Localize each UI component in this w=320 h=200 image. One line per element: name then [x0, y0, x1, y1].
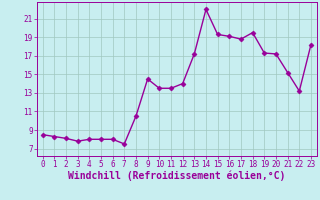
X-axis label: Windchill (Refroidissement éolien,°C): Windchill (Refroidissement éolien,°C)	[68, 171, 285, 181]
